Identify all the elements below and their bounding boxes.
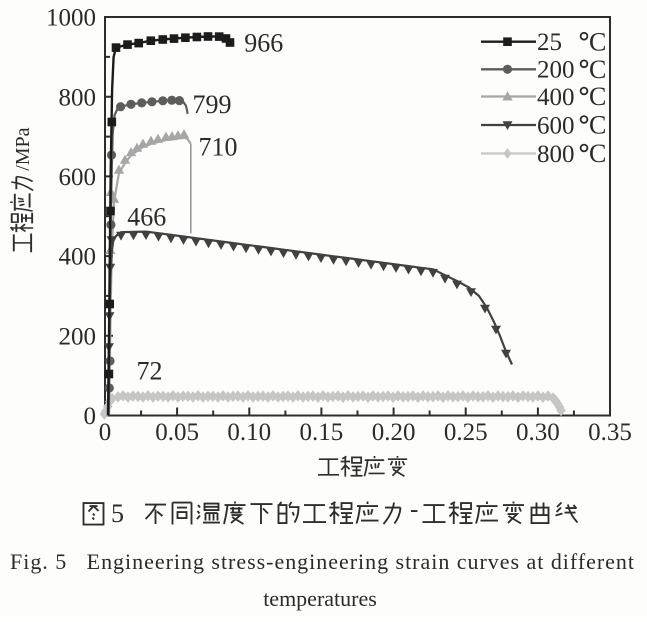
svg-text:C: C: [589, 139, 606, 168]
svg-text:400: 400: [537, 84, 575, 111]
svg-text:799: 799: [193, 90, 232, 119]
svg-text:C: C: [589, 82, 606, 111]
svg-text:600: 600: [59, 164, 97, 191]
svg-text:200: 200: [537, 57, 575, 84]
svg-text:temperatures: temperatures: [263, 586, 377, 611]
svg-text:600: 600: [537, 112, 575, 139]
svg-text:72: 72: [137, 357, 163, 386]
svg-text:966: 966: [244, 29, 283, 58]
svg-text:710: 710: [199, 132, 238, 161]
svg-text:0.30: 0.30: [516, 419, 560, 446]
svg-text:200: 200: [59, 323, 97, 350]
svg-text:0.05: 0.05: [155, 419, 199, 446]
svg-text:466: 466: [127, 203, 166, 232]
svg-text:800: 800: [537, 141, 575, 168]
svg-text:0.35: 0.35: [588, 419, 632, 446]
svg-text:400: 400: [59, 244, 97, 271]
svg-text:C: C: [589, 27, 606, 56]
svg-text:C: C: [589, 111, 606, 140]
svg-text:800: 800: [59, 84, 97, 111]
svg-text:C: C: [589, 55, 606, 84]
svg-text:0.10: 0.10: [227, 419, 271, 446]
svg-text:25: 25: [537, 29, 562, 56]
svg-text:0.15: 0.15: [300, 419, 344, 446]
svg-text:Fig. 5 Engineering stress-en: Fig. 5 Engineering stress-engineering st…: [10, 549, 634, 574]
svg-text:0.20: 0.20: [372, 419, 416, 446]
svg-text:/MPa: /MPa: [12, 127, 34, 170]
svg-text:1000: 1000: [46, 5, 96, 32]
svg-text:5: 5: [111, 499, 124, 528]
svg-text:-: -: [410, 496, 418, 523]
svg-text:0: 0: [99, 419, 112, 446]
svg-text:0.25: 0.25: [444, 419, 488, 446]
svg-text:0: 0: [84, 403, 97, 430]
